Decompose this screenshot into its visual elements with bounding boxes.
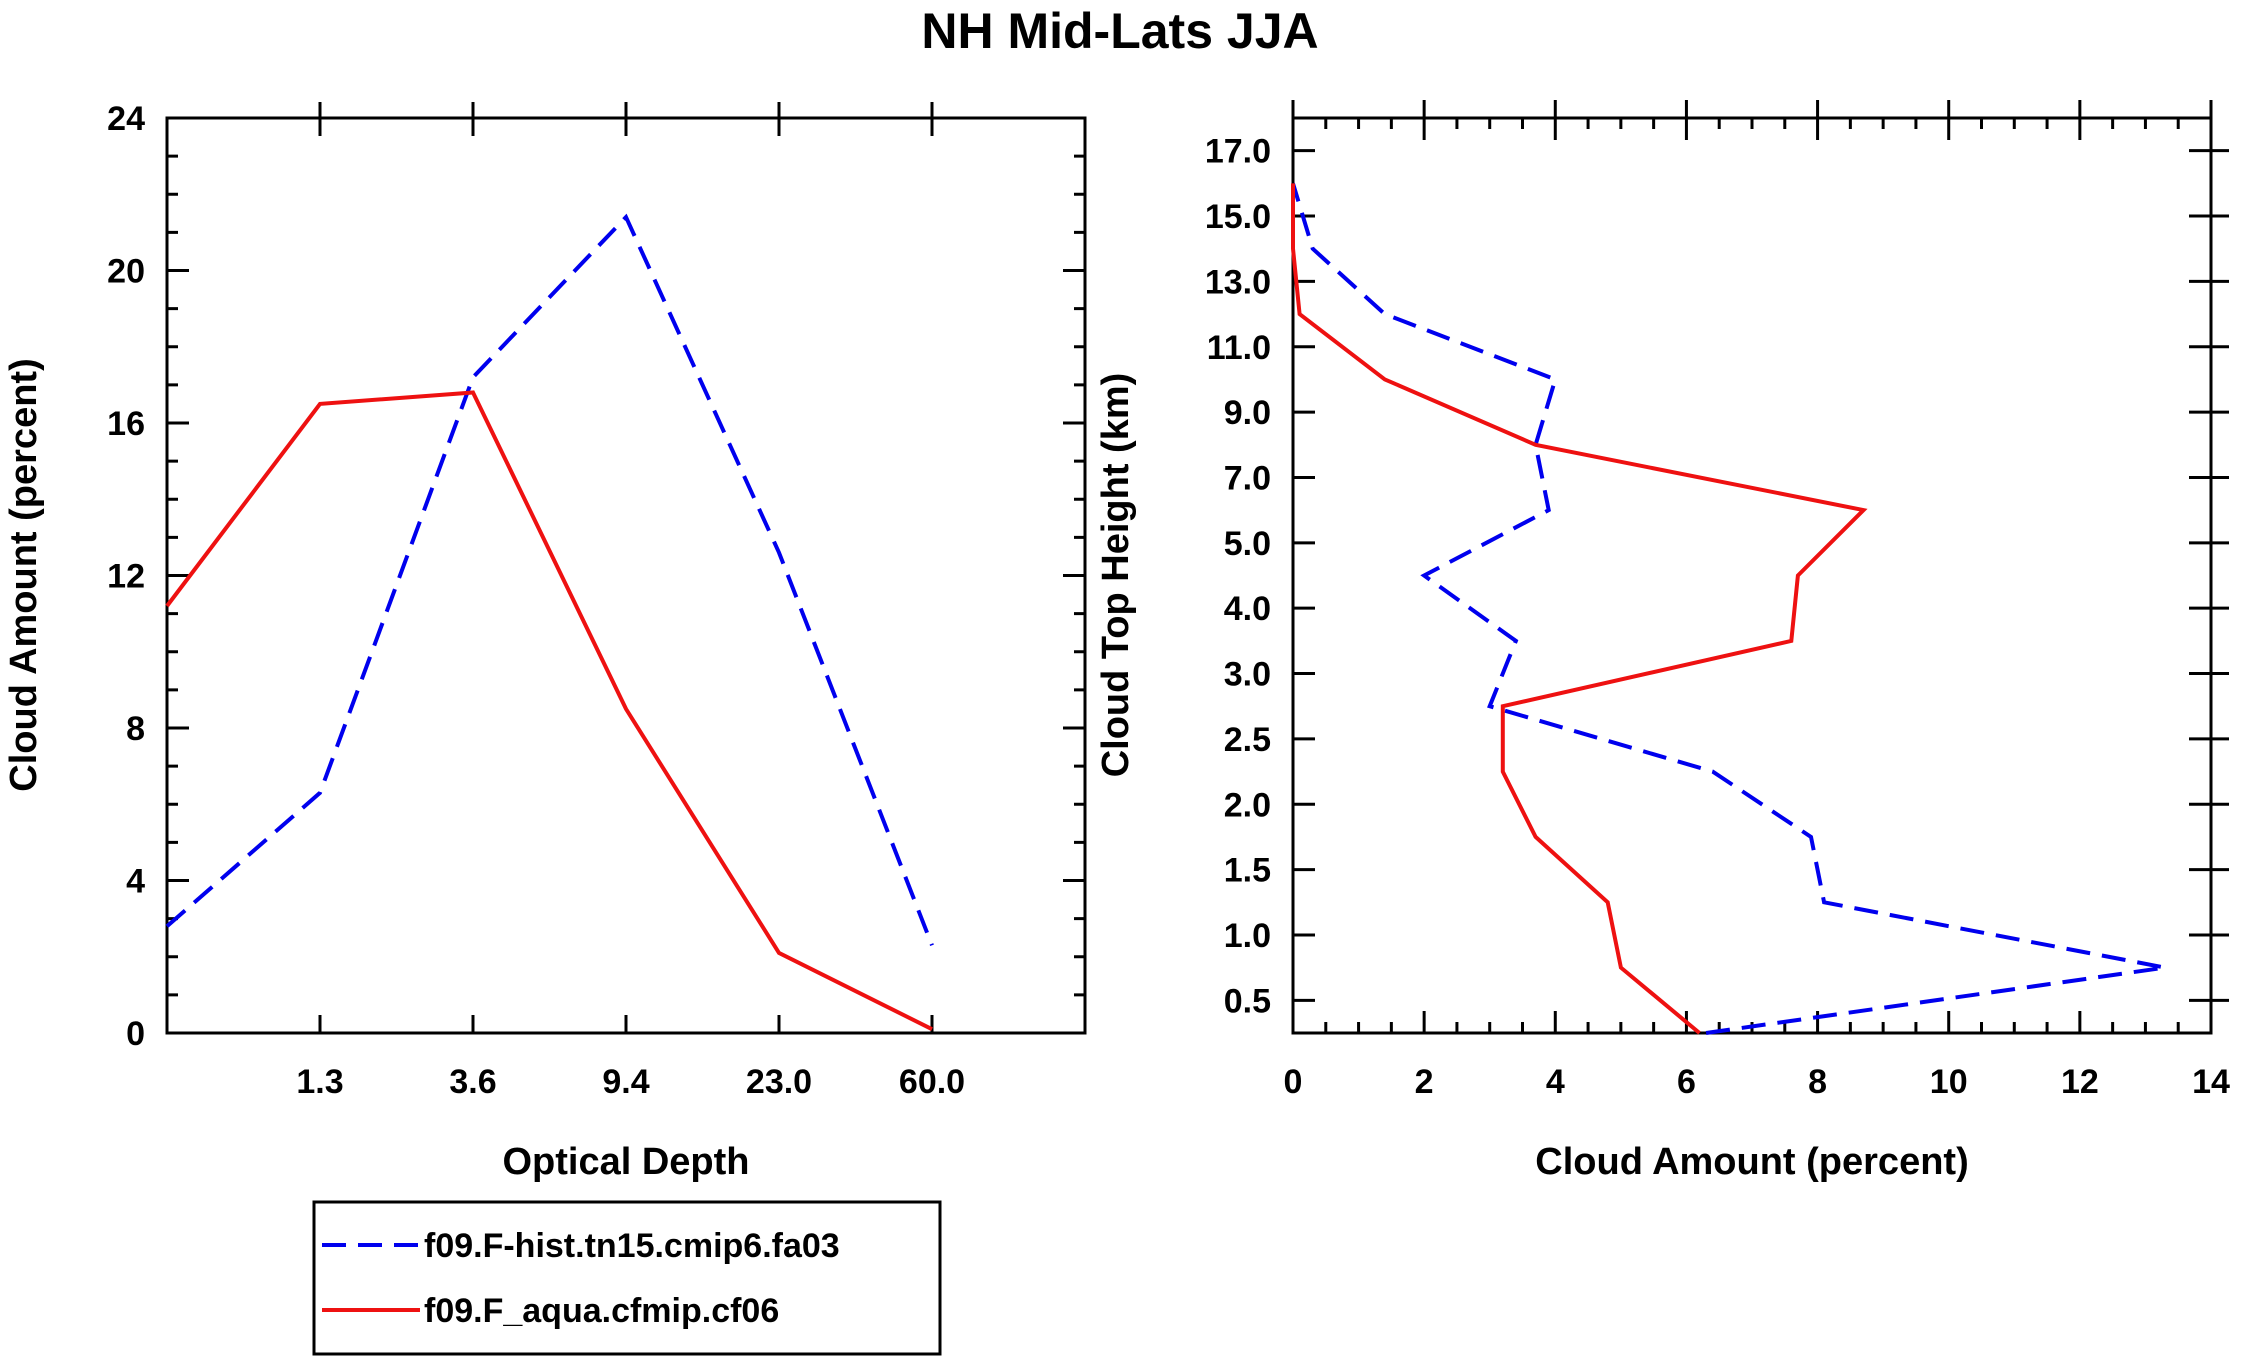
right-plot-frame	[1291, 116, 2213, 1035]
legend-label-hist: f09.F-hist.tn15.cmip6.fa03	[424, 1227, 840, 1265]
right-y-tick-label: 5.0	[1224, 525, 1271, 563]
right-y-tick-label: 13.0	[1205, 263, 1271, 301]
legend: f09.F-hist.tn15.cmip6.fa03 f09.F_aqua.cf…	[312, 1200, 942, 1356]
figure-title: NH Mid-Lats JJA	[921, 3, 1318, 59]
legend-label-aqua: f09.F_aqua.cfmip.cf06	[424, 1292, 779, 1330]
right-x-tick-label: 12	[2061, 1063, 2099, 1101]
right-axis-ticks: 0 2 4 6 8 10 12 14 0.5 1.0 1.5 2.0 2.5 3.0 4.0 5.0 7.0 9.…	[1205, 100, 2230, 1101]
right-y-tick-label: 2.5	[1224, 721, 1271, 759]
left-y-tick-label: 16	[107, 405, 145, 443]
right-series	[1291, 182, 2166, 1035]
right-y-tick-label: 3.0	[1224, 656, 1271, 694]
right-x-tick-label: 4	[1546, 1063, 1565, 1101]
cloud-top-height-panel: 0 2 4 6 8 10 12 14 0.5 1.0 1.5 2.0 2.5 3.0 4.0 5.0 7.0 9.…	[1095, 100, 2230, 1183]
right-y-tick-label: 1.0	[1224, 917, 1271, 955]
right-series-line-hist	[1291, 182, 2166, 1035]
right-x-tick-label: 0	[1284, 1063, 1303, 1101]
left-y-tick-label: 8	[126, 710, 145, 748]
right-y-tick-label: 17.0	[1205, 133, 1271, 171]
left-x-tick-label: 9.4	[602, 1063, 649, 1101]
right-x-axis-label: Cloud Amount (percent)	[1535, 1141, 1968, 1183]
left-axis-ticks: 0 4 8 12 16 20 24 1.3 3.6 9.4 23.0 60.0	[107, 100, 1085, 1101]
left-x-tick-label: 60.0	[899, 1063, 965, 1101]
left-x-tick-label: 23.0	[746, 1063, 812, 1101]
right-x-tick-label: 14	[2192, 1063, 2230, 1101]
right-y-tick-label: 2.0	[1224, 786, 1271, 824]
right-y-tick-label: 9.0	[1224, 394, 1271, 432]
optical-depth-panel: 0 4 8 12 16 20 24 1.3 3.6 9.4 23.0 60.0 Optical Dep…	[3, 100, 1087, 1183]
right-y-tick-label: 15.0	[1205, 198, 1271, 236]
right-y-tick-label: 1.5	[1224, 852, 1271, 890]
left-y-tick-label: 4	[126, 863, 145, 901]
left-x-tick-label: 3.6	[449, 1063, 496, 1101]
left-series	[165, 213, 934, 1031]
legend-box	[312, 1200, 942, 1356]
right-x-tick-label: 6	[1677, 1063, 1696, 1101]
right-x-tick-label: 8	[1808, 1063, 1827, 1101]
right-y-tick-label: 11.0	[1207, 329, 1271, 367]
right-y-tick-label: 7.0	[1224, 459, 1271, 497]
right-y-tick-label: 0.5	[1224, 982, 1271, 1020]
right-y-tick-label: 4.0	[1224, 590, 1271, 628]
right-x-tick-label: 10	[1930, 1063, 1968, 1101]
right-series-line-aqua	[1291, 183, 1868, 1035]
left-series-line-hist	[165, 213, 934, 947]
left-x-tick-label: 1.3	[296, 1063, 343, 1101]
left-y-tick-label: 0	[126, 1015, 145, 1053]
left-y-tick-label: 12	[107, 558, 145, 596]
left-plot-frame	[165, 116, 1087, 1035]
left-y-tick-label: 20	[107, 253, 145, 291]
left-x-axis-label: Optical Depth	[502, 1141, 749, 1183]
right-x-tick-label: 2	[1415, 1063, 1434, 1101]
left-y-axis-label: Cloud Amount (percent)	[3, 358, 45, 791]
left-y-tick-label: 24	[107, 100, 145, 138]
left-series-line-aqua	[165, 390, 933, 1031]
right-y-axis-label: Cloud Top Height (km)	[1095, 373, 1137, 778]
